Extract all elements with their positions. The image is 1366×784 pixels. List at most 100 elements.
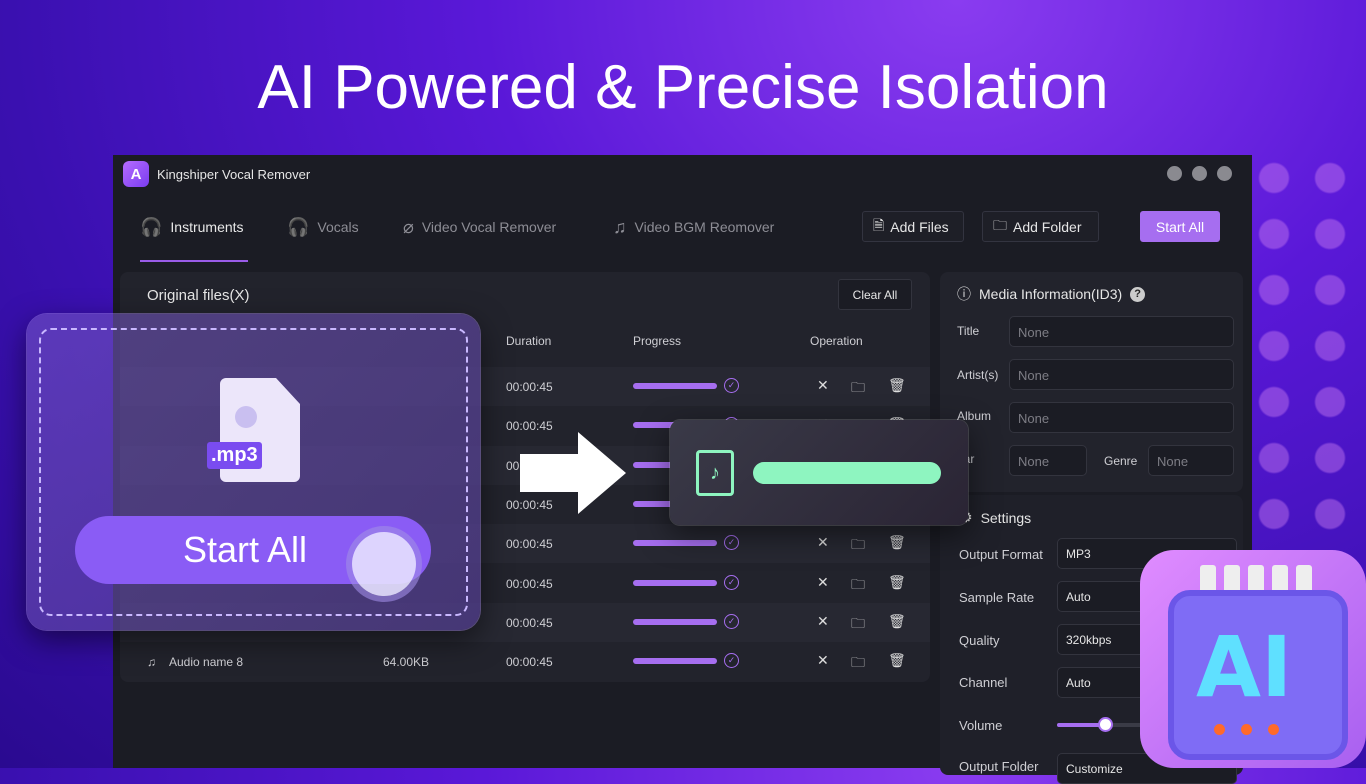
start-all-button[interactable]: Start All <box>1140 211 1220 242</box>
delete-icon[interactable]: 🗑 <box>888 612 906 629</box>
active-tab-indicator <box>140 260 248 262</box>
clear-all-button[interactable]: Clear All <box>838 279 912 310</box>
file-size: 64.00KB <box>383 655 430 670</box>
app-title: Kingshiper Vocal Remover <box>157 166 311 182</box>
remove-icon[interactable]: ✕ <box>817 652 829 669</box>
album-input[interactable]: None <box>1009 402 1234 433</box>
promo-progress-bar <box>753 462 941 484</box>
tab-instruments[interactable]: 🎧 Instruments <box>140 215 244 239</box>
table-row: 00:00:45 ✓ ✕ 🗀 🗑 <box>120 564 930 603</box>
tab-label: Vocals <box>317 219 359 235</box>
progress-bar <box>633 658 717 665</box>
file-duration: 00:00:45 <box>506 380 553 394</box>
artist-input[interactable]: None <box>1009 359 1234 390</box>
title-label: Title <box>957 324 980 338</box>
tab-vocals[interactable]: 🎧 Vocals <box>287 215 359 239</box>
folder-icon: 🗀 <box>993 216 1007 233</box>
maximize-button[interactable] <box>1192 166 1207 181</box>
file-icon: 🗎 <box>873 216 885 233</box>
ai-chip-text: AI <box>1196 618 1293 716</box>
check-circle-icon: ✓ <box>724 613 739 629</box>
open-folder-icon[interactable]: 🗀 <box>851 379 865 395</box>
file-duration: 00:00:45 <box>506 576 553 591</box>
window-controls <box>1167 166 1232 181</box>
info-icon: ⓘ <box>957 286 971 302</box>
dashed-drop-zone <box>39 328 468 616</box>
settings-header: ⚙Settings <box>960 509 1031 526</box>
open-folder-icon[interactable]: 🗀 <box>851 536 865 553</box>
minimize-button[interactable] <box>1167 166 1182 181</box>
progress-bar <box>633 618 717 625</box>
delete-icon[interactable]: 🗑 <box>888 573 906 590</box>
progress-bar <box>633 579 717 586</box>
remove-icon[interactable]: ✕ <box>817 573 829 590</box>
file-name: Audio name 8 <box>169 655 244 670</box>
close-button[interactable] <box>1217 166 1232 181</box>
quality-label: Quality <box>959 633 1000 648</box>
delete-icon[interactable]: 🗑 <box>888 534 906 551</box>
cursor-click-icon <box>352 532 416 596</box>
settings-title: Settings <box>980 509 1032 526</box>
remove-icon[interactable]: ✕ <box>817 377 829 393</box>
check-circle-icon: ✓ <box>724 574 739 590</box>
album-label: Album <box>957 409 992 423</box>
help-icon[interactable]: ? <box>1130 286 1146 302</box>
delete-icon[interactable]: 🗑 <box>888 377 906 393</box>
app-logo: A <box>123 161 149 187</box>
column-progress: Progress <box>633 334 682 348</box>
promo-progress-card: ♪ <box>670 420 968 525</box>
tab-video-vocal-remover[interactable]: ⌀ Video Vocal Remover <box>403 215 556 239</box>
year-input[interactable]: None <box>1009 445 1087 476</box>
tab-label: Video BGM Reomover <box>634 219 775 235</box>
button-label: Add Files <box>890 218 949 235</box>
mp3-badge: .mp3 <box>207 442 262 469</box>
check-circle-icon: ✓ <box>724 535 739 551</box>
remove-icon[interactable]: ✕ <box>817 612 829 629</box>
open-folder-icon[interactable]: 🗀 <box>851 654 865 671</box>
tab-video-bgm-remover[interactable]: ♫ Video BGM Reomover <box>613 215 774 239</box>
tab-label: Video Vocal Remover <box>421 219 557 235</box>
music-file-icon: ♪ <box>696 450 734 496</box>
music-off-icon: ♫ <box>613 216 627 237</box>
sample-rate-label: Sample Rate <box>959 590 1035 605</box>
remove-icon[interactable]: ✕ <box>817 534 829 551</box>
title-bar: A Kingshiper Vocal Remover <box>123 161 310 187</box>
delete-icon[interactable]: 🗑 <box>888 652 906 669</box>
tab-label: Instruments <box>170 219 244 235</box>
media-info-title: Media Information(ID3) <box>979 286 1123 302</box>
button-label: Add Folder <box>1013 218 1082 235</box>
column-duration: Duration <box>506 334 552 348</box>
output-format-label: Output Format <box>959 547 1043 562</box>
ai-chip-illustration: AI <box>1140 550 1366 768</box>
headphones-phone-icon: 🎧 <box>140 216 163 237</box>
title-input[interactable]: None <box>1009 316 1234 347</box>
add-files-button[interactable]: 🗎 Add Files <box>862 211 964 242</box>
add-folder-button[interactable]: 🗀 Add Folder <box>982 211 1099 242</box>
music-file-icon: ♫ <box>147 655 156 670</box>
promo-drop-card: .mp3 Start All <box>27 314 480 630</box>
media-info-header: ⓘ Media Information(ID3)? <box>957 284 1146 304</box>
genre-input[interactable]: None <box>1148 445 1234 476</box>
volume-slider[interactable] <box>1057 717 1177 732</box>
progress-bar <box>633 540 717 547</box>
volume-knob[interactable] <box>1098 717 1113 732</box>
output-folder-label: Output Folder <box>959 759 1039 774</box>
file-duration: 00:00:45 <box>506 419 553 434</box>
file-duration: 00:00:45 <box>506 615 553 630</box>
column-operation: Operation <box>810 334 863 348</box>
volume-fill <box>1057 723 1105 727</box>
open-folder-icon[interactable]: 🗀 <box>851 614 865 631</box>
file-list-title: Original files(X) <box>147 287 250 304</box>
file-duration: 00:00:45 <box>506 655 553 670</box>
volume-label: Volume <box>959 718 1003 733</box>
file-duration: 00:00:45 <box>506 497 553 512</box>
progress-bar <box>633 383 717 389</box>
genre-label: Genre <box>1104 454 1138 468</box>
headline: AI Powered & Precise Isolation <box>257 53 1109 122</box>
channel-label: Channel <box>959 675 1008 690</box>
open-folder-icon[interactable]: 🗀 <box>851 575 865 592</box>
check-circle-icon: ✓ <box>724 653 739 669</box>
headphones-mic-icon: 🎧 <box>287 216 310 237</box>
mic-off-icon: ⌀ <box>403 216 414 237</box>
media-info-panel: ⓘ Media Information(ID3)? Title None Arti… <box>940 272 1243 492</box>
